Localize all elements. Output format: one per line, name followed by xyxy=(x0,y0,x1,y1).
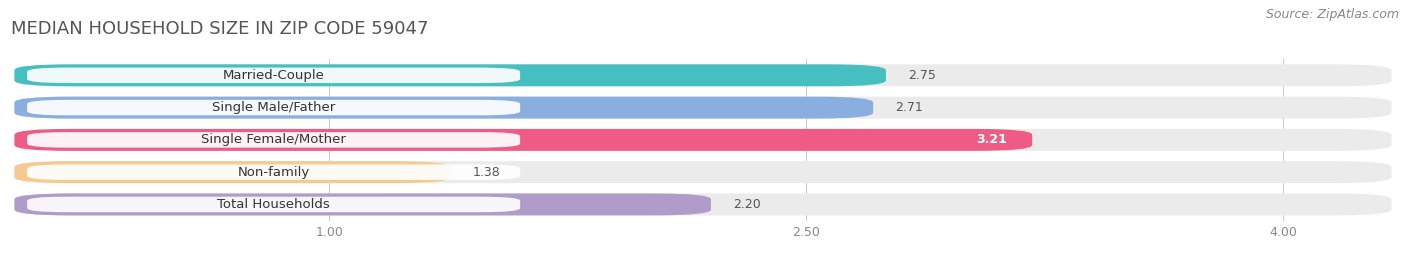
Text: 2.75: 2.75 xyxy=(908,69,936,82)
FancyBboxPatch shape xyxy=(27,132,520,148)
Text: Single Female/Mother: Single Female/Mother xyxy=(201,133,346,146)
Text: Married-Couple: Married-Couple xyxy=(222,69,325,82)
Text: 3.21: 3.21 xyxy=(976,133,1007,146)
FancyBboxPatch shape xyxy=(14,193,711,215)
Text: Non-family: Non-family xyxy=(238,166,309,179)
FancyBboxPatch shape xyxy=(14,97,873,119)
Text: 2.71: 2.71 xyxy=(896,101,924,114)
FancyBboxPatch shape xyxy=(27,164,520,180)
Text: 1.38: 1.38 xyxy=(472,166,501,179)
Text: MEDIAN HOUSEHOLD SIZE IN ZIP CODE 59047: MEDIAN HOUSEHOLD SIZE IN ZIP CODE 59047 xyxy=(11,20,429,38)
FancyBboxPatch shape xyxy=(14,129,1032,151)
FancyBboxPatch shape xyxy=(27,100,520,115)
Text: Total Households: Total Households xyxy=(218,198,330,211)
FancyBboxPatch shape xyxy=(14,97,1392,119)
FancyBboxPatch shape xyxy=(14,193,1392,215)
FancyBboxPatch shape xyxy=(27,197,520,212)
FancyBboxPatch shape xyxy=(27,68,520,83)
FancyBboxPatch shape xyxy=(14,64,886,86)
FancyBboxPatch shape xyxy=(14,161,450,183)
Text: Source: ZipAtlas.com: Source: ZipAtlas.com xyxy=(1265,8,1399,21)
FancyBboxPatch shape xyxy=(14,129,1392,151)
Text: 2.20: 2.20 xyxy=(733,198,761,211)
FancyBboxPatch shape xyxy=(14,64,1392,86)
Text: Single Male/Father: Single Male/Father xyxy=(212,101,335,114)
FancyBboxPatch shape xyxy=(14,161,1392,183)
